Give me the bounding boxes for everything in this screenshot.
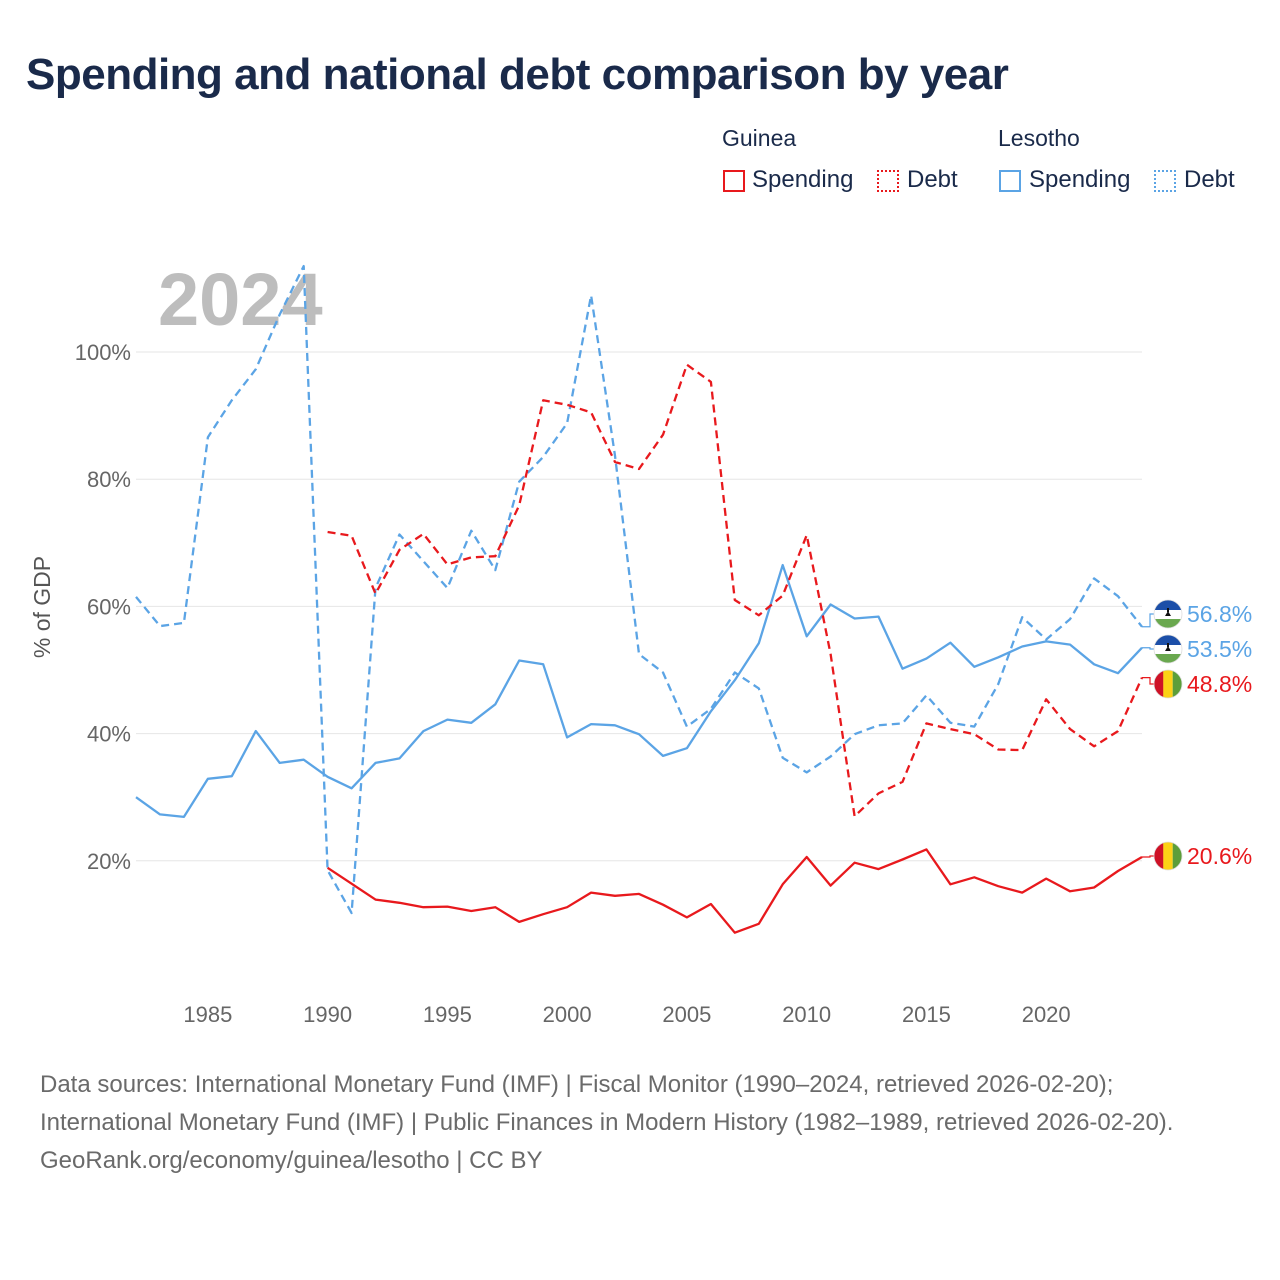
y-tick-label-40: 40% <box>87 722 131 747</box>
guinea-spending-leader <box>1142 855 1154 858</box>
x-tick-label-1985: 1985 <box>183 1002 232 1027</box>
legend-guinea-label: Guinea <box>722 125 797 151</box>
chart-title: Spending and national debt comparison by… <box>26 50 1009 99</box>
lesotho-debt-leader <box>1142 613 1154 628</box>
legend-lesotho-spending-swatch <box>999 170 1021 192</box>
legend-lesotho-debt[interactable]: Debt <box>1184 166 1235 193</box>
legend-guinea-spending-swatch <box>723 170 745 192</box>
data-sources: Data sources: International Monetary Fun… <box>40 1066 1240 1180</box>
legend-lesotho-debt-swatch <box>1154 170 1176 192</box>
x-tick-label-1990: 1990 <box>303 1002 352 1027</box>
guinea-spending-line[interactable] <box>326 848 1143 934</box>
guinea-debt-leader <box>1142 677 1154 685</box>
x-tick-label-2015: 2015 <box>902 1002 951 1027</box>
lesotho-flag-icon <box>1153 634 1183 664</box>
grid-lines <box>136 351 1142 862</box>
y-tick-label-100: 100% <box>75 340 131 365</box>
legend-guinea-spending[interactable]: Spending <box>752 166 854 193</box>
y-axis-ticks: 20% 40% 60% 80% 100% <box>75 340 131 874</box>
guinea-debt-line[interactable] <box>327 363 1144 818</box>
guinea-flag-icon <box>1153 841 1183 871</box>
legend-lesotho-spending[interactable]: Spending <box>1029 166 1131 193</box>
legend-guinea-debt-swatch <box>877 170 899 192</box>
lesotho-debt-end-label: 56.8% <box>1187 601 1252 627</box>
x-tick-label-2000: 2000 <box>543 1002 592 1027</box>
series-lines <box>135 264 1144 934</box>
lesotho-debt-line[interactable] <box>135 264 1143 915</box>
attribution-link[interactable]: GeoRank.org/economy/guinea/lesotho | CC … <box>40 1147 543 1174</box>
guinea-debt-end-label: 48.8% <box>1187 671 1252 697</box>
end-markers: 56.8% 53.5% 48.8% 20.6% <box>1142 599 1252 871</box>
y-tick-label-80: 80% <box>87 467 131 492</box>
sources-text: Data sources: International Monetary Fun… <box>40 1071 1174 1136</box>
line-chart: 2024 20% 40% 60% 80% 100% 1985 1990 1995 2000 20… <box>29 258 1252 1027</box>
x-tick-label-2010: 2010 <box>782 1002 831 1027</box>
lesotho-flag-icon <box>1153 599 1183 629</box>
guinea-spending-end-label: 20.6% <box>1187 843 1252 869</box>
x-tick-label-2020: 2020 <box>1022 1002 1071 1027</box>
x-axis-ticks: 1985 1990 1995 2000 2005 2010 2015 2020 <box>183 1002 1070 1027</box>
lesotho-spending-leader <box>1142 647 1154 650</box>
legend-guinea-debt[interactable]: Debt <box>907 166 958 193</box>
guinea-flag-icon <box>1153 669 1183 699</box>
legend-lesotho-label: Lesotho <box>998 125 1080 151</box>
x-tick-label-2005: 2005 <box>662 1002 711 1027</box>
lesotho-spending-end-label: 53.5% <box>1187 636 1252 662</box>
lesotho-spending-line[interactable] <box>135 563 1143 819</box>
y-axis-label: % of GDP <box>29 556 55 658</box>
y-tick-label-20: 20% <box>87 849 131 874</box>
year-watermark: 2024 <box>158 258 323 341</box>
x-tick-label-1995: 1995 <box>423 1002 472 1027</box>
y-tick-label-60: 60% <box>87 594 131 619</box>
